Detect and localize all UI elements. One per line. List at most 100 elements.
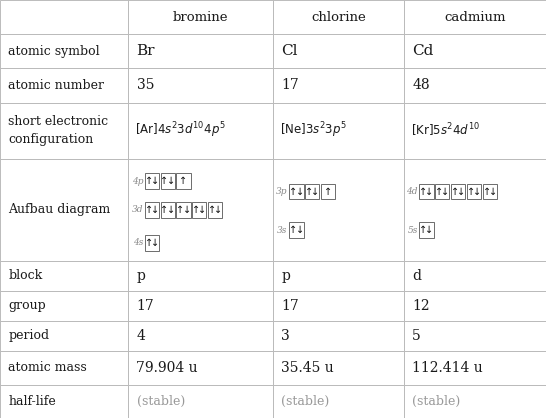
- Bar: [176, 173, 191, 189]
- Text: 35.45 u: 35.45 u: [281, 361, 334, 375]
- Bar: [145, 234, 159, 250]
- Text: ↑: ↑: [467, 186, 475, 196]
- Text: ↓: ↓: [214, 205, 222, 215]
- Bar: [404, 261, 546, 291]
- Text: d: d: [412, 269, 421, 283]
- Text: 3d: 3d: [132, 205, 143, 214]
- Bar: [273, 321, 404, 351]
- Text: ↑: ↑: [145, 205, 153, 215]
- Text: 17: 17: [281, 79, 299, 92]
- Bar: [208, 202, 222, 218]
- Bar: [128, 34, 273, 69]
- Bar: [0, 351, 128, 385]
- Text: ↓: ↓: [167, 205, 175, 215]
- Bar: [0, 0, 128, 34]
- Text: ↓: ↓: [425, 225, 434, 235]
- Bar: [273, 291, 404, 321]
- Bar: [404, 102, 546, 159]
- Bar: [404, 291, 546, 321]
- Text: 112.414 u: 112.414 u: [412, 361, 483, 375]
- Bar: [273, 159, 404, 261]
- Text: Cd: Cd: [412, 44, 434, 58]
- Bar: [273, 102, 404, 159]
- Text: ↑: ↑: [451, 186, 459, 196]
- Bar: [161, 173, 175, 189]
- Text: $\mathrm{[Ne]}3\mathit{s}^23\mathit{p}^5$: $\mathrm{[Ne]}3\mathit{s}^23\mathit{p}^5…: [280, 121, 347, 140]
- Text: ↑: ↑: [419, 225, 428, 235]
- Text: (stable): (stable): [412, 395, 460, 408]
- Text: ↓: ↓: [473, 186, 481, 196]
- Bar: [128, 102, 273, 159]
- Text: 17: 17: [281, 299, 299, 313]
- Text: 4s: 4s: [133, 238, 143, 247]
- Text: Br: Br: [136, 44, 155, 58]
- Bar: [145, 202, 159, 218]
- Text: ↑: ↑: [289, 225, 298, 235]
- Text: ↓: ↓: [151, 205, 159, 215]
- Text: ↓: ↓: [311, 186, 319, 196]
- Text: (stable): (stable): [136, 395, 185, 408]
- Text: 3s: 3s: [277, 226, 288, 235]
- Bar: [176, 202, 191, 218]
- Bar: [0, 385, 128, 418]
- Text: short electronic
configuration: short electronic configuration: [8, 115, 108, 146]
- Text: half-life: half-life: [8, 395, 56, 408]
- Text: p: p: [136, 269, 145, 283]
- Text: ↓: ↓: [295, 186, 304, 196]
- Text: 4: 4: [136, 329, 145, 343]
- Bar: [128, 321, 273, 351]
- Text: atomic mass: atomic mass: [8, 362, 87, 375]
- Bar: [483, 184, 497, 199]
- Bar: [404, 0, 546, 34]
- Bar: [419, 222, 434, 238]
- Bar: [0, 102, 128, 159]
- Text: ↓: ↓: [457, 186, 465, 196]
- Text: ↑: ↑: [289, 186, 298, 196]
- Text: ↑: ↑: [176, 205, 185, 215]
- Bar: [404, 34, 546, 69]
- Bar: [128, 69, 273, 102]
- Text: atomic number: atomic number: [8, 79, 104, 92]
- Bar: [404, 159, 546, 261]
- Text: ↑: ↑: [145, 176, 153, 186]
- Bar: [435, 184, 449, 199]
- Text: ↑: ↑: [419, 186, 428, 196]
- Text: Cl: Cl: [281, 44, 298, 58]
- Text: ↑: ↑: [180, 176, 187, 186]
- Text: ↓: ↓: [425, 186, 434, 196]
- Text: 12: 12: [412, 299, 430, 313]
- Text: ↑: ↑: [435, 186, 443, 196]
- Text: atomic symbol: atomic symbol: [8, 45, 100, 58]
- Bar: [273, 261, 404, 291]
- Text: $\mathrm{[Ar]}4\mathit{s}^23\mathit{d}^{10}4\mathit{p}^5$: $\mathrm{[Ar]}4\mathit{s}^23\mathit{d}^{…: [135, 121, 225, 140]
- Bar: [467, 184, 481, 199]
- Bar: [273, 385, 404, 418]
- Bar: [0, 291, 128, 321]
- Bar: [128, 261, 273, 291]
- Text: block: block: [8, 269, 43, 282]
- Bar: [289, 222, 304, 238]
- Text: 3: 3: [281, 329, 290, 343]
- Bar: [161, 202, 175, 218]
- Bar: [419, 184, 434, 199]
- Text: (stable): (stable): [281, 395, 329, 408]
- Bar: [0, 159, 128, 261]
- Text: ↓: ↓: [151, 176, 159, 186]
- Text: ↑: ↑: [161, 176, 169, 186]
- Bar: [273, 69, 404, 102]
- Bar: [0, 261, 128, 291]
- Text: ↑: ↑: [324, 186, 332, 196]
- Bar: [321, 184, 335, 199]
- Bar: [192, 202, 206, 218]
- Text: 5s: 5s: [407, 226, 418, 235]
- Text: ↓: ↓: [151, 237, 159, 247]
- Bar: [404, 321, 546, 351]
- Text: Aufbau diagram: Aufbau diagram: [8, 203, 110, 216]
- Bar: [305, 184, 319, 199]
- Bar: [289, 184, 304, 199]
- Text: bromine: bromine: [173, 10, 228, 23]
- Text: p: p: [281, 269, 290, 283]
- Bar: [404, 69, 546, 102]
- Text: ↓: ↓: [489, 186, 497, 196]
- Text: ↑: ↑: [145, 237, 153, 247]
